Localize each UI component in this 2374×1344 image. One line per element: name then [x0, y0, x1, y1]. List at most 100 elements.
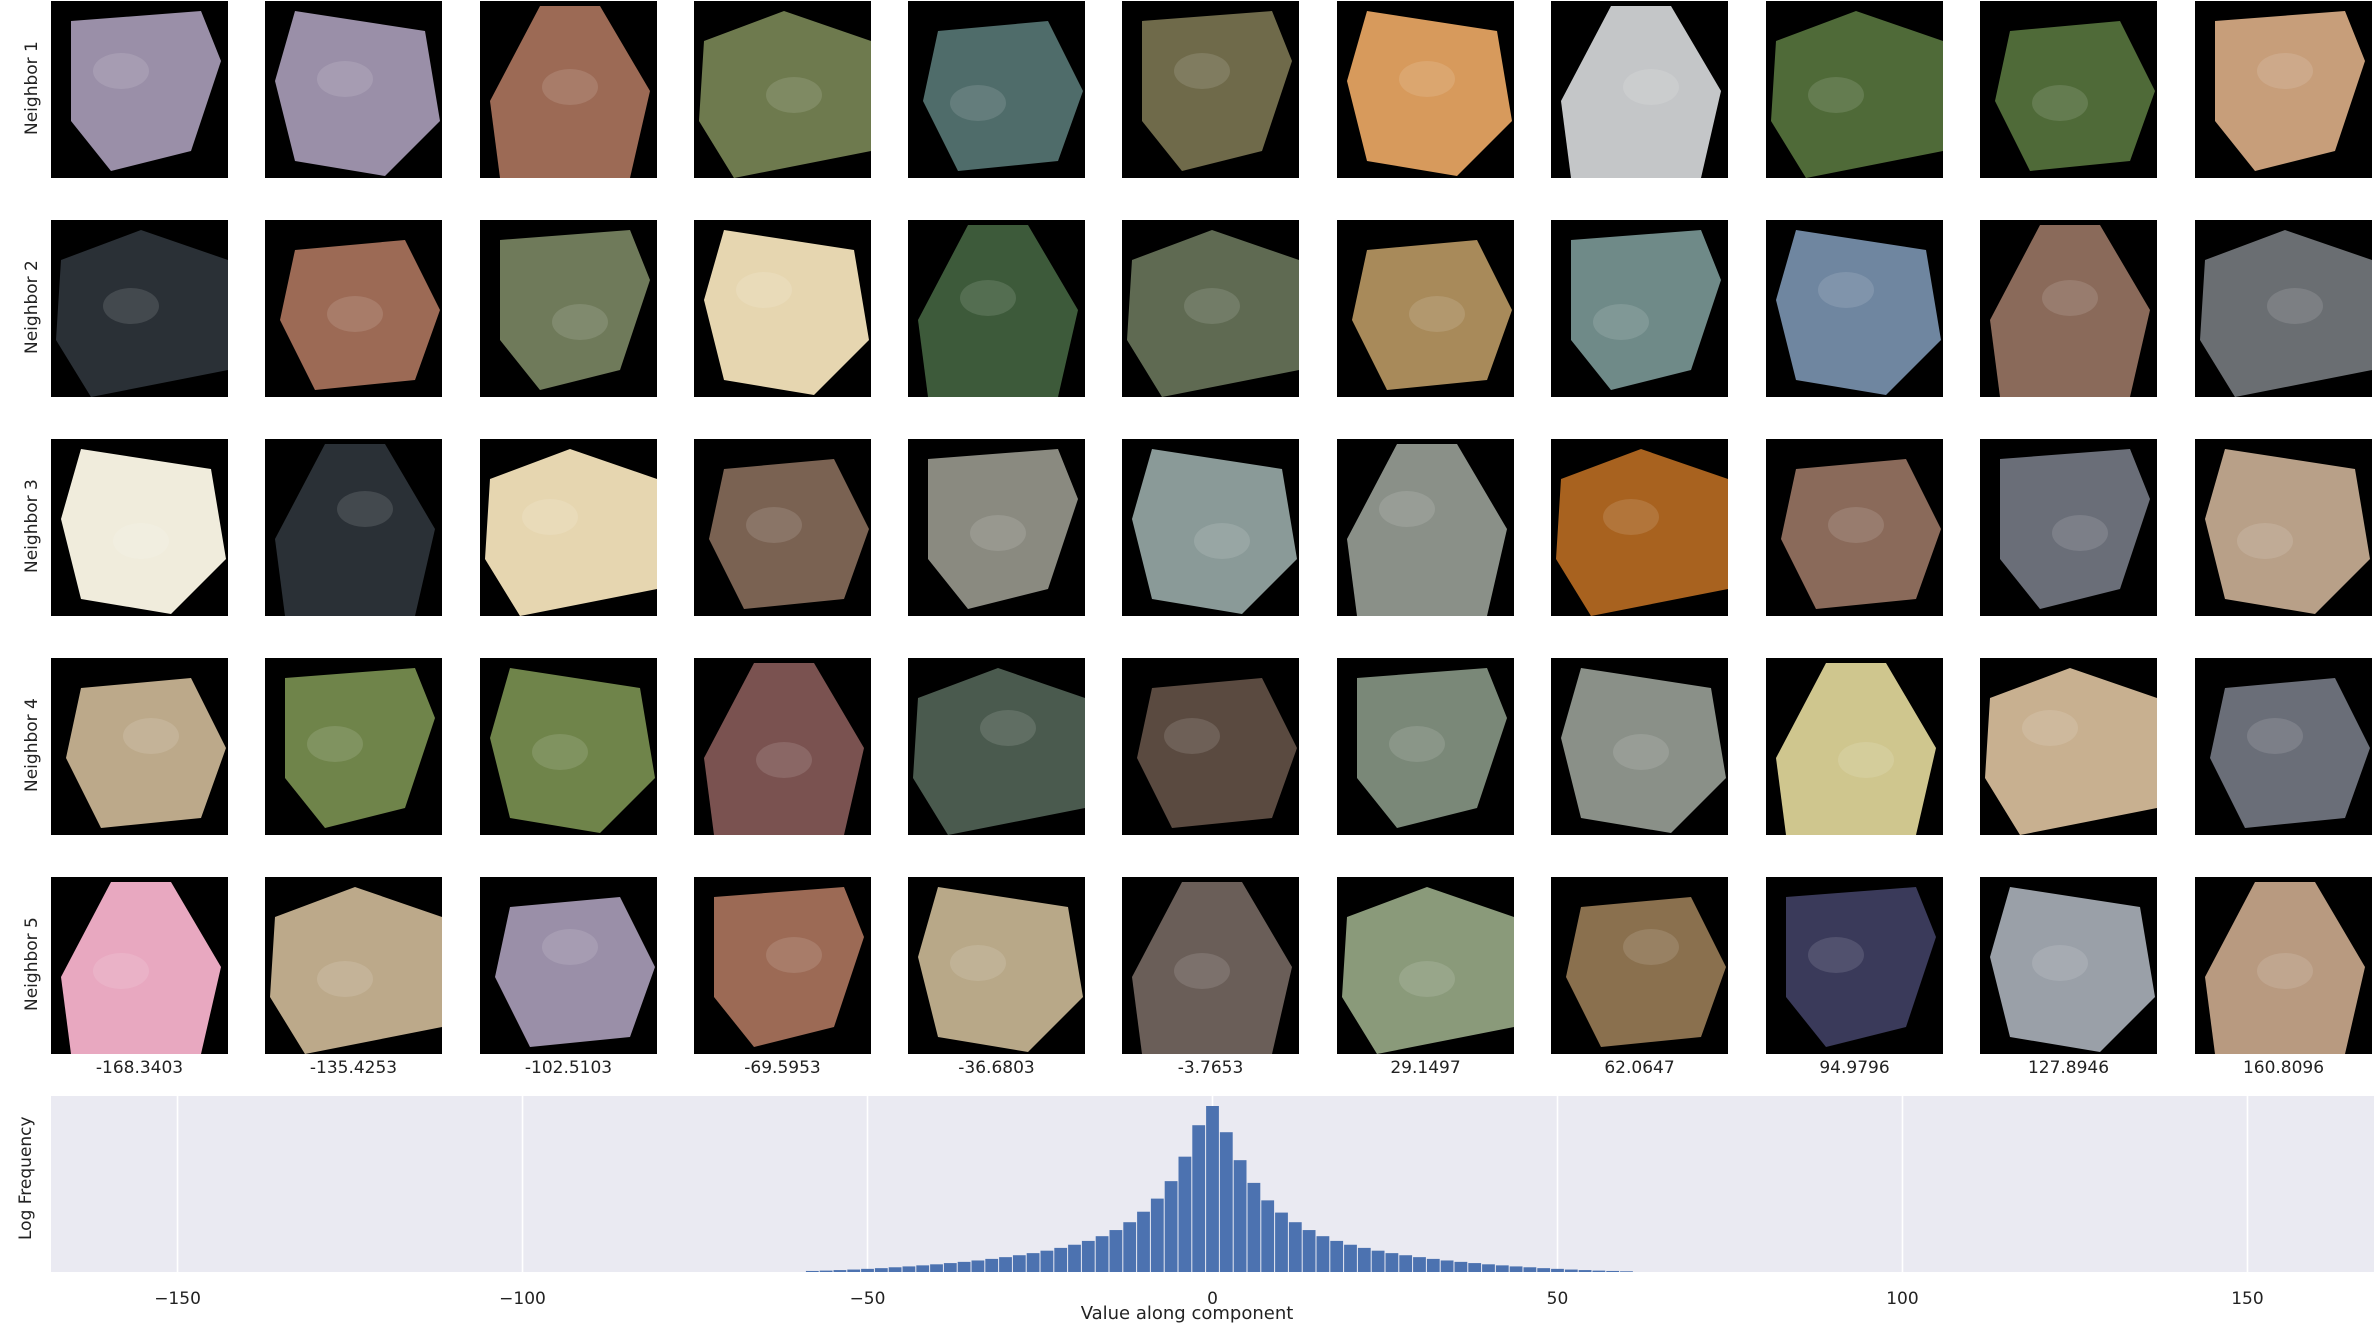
- histogram-bar: [1150, 1198, 1164, 1272]
- neighbor-image: [694, 1, 871, 178]
- histogram-bars: [805, 1106, 1633, 1272]
- neighbor-image: [694, 877, 871, 1054]
- neighbor-image: [265, 1, 442, 178]
- histogram-bar: [1371, 1250, 1385, 1272]
- histogram-bar: [805, 1270, 819, 1272]
- x-tick-label: −150: [154, 1289, 201, 1309]
- neighbor-image: [480, 658, 657, 835]
- histogram-bar: [1426, 1258, 1440, 1272]
- neighbor-image: [1980, 1, 2157, 178]
- neighbor-image: [1766, 439, 1943, 616]
- neighbor-image: [694, 220, 871, 397]
- column-value-label: -3.7653: [1177, 1058, 1244, 1078]
- neighbor-image: [908, 220, 1085, 397]
- column-value-label: 29.1497: [1390, 1058, 1461, 1078]
- column-value-label: -135.4253: [309, 1058, 398, 1078]
- neighbor-image: [1980, 220, 2157, 397]
- x-tick-label: 150: [2231, 1289, 2263, 1309]
- x-axis-label: Value along component: [1080, 1303, 1294, 1324]
- column-value-label: -36.6803: [958, 1058, 1035, 1078]
- histogram-bar: [888, 1267, 902, 1272]
- histogram-bar: [1247, 1182, 1261, 1272]
- histogram-bar: [1357, 1247, 1371, 1272]
- neighbor-image: [2195, 439, 2372, 616]
- histogram-bar: [1620, 1271, 1633, 1272]
- neighbor-image: [51, 439, 228, 616]
- histogram-bar: [1081, 1240, 1095, 1272]
- neighbor-image: [1337, 1, 1514, 178]
- histogram-bar: [1178, 1156, 1192, 1272]
- histogram-bar: [1523, 1267, 1537, 1272]
- neighbor-image: [2195, 1, 2372, 178]
- histogram-bar: [1068, 1244, 1081, 1272]
- histogram-bar: [1095, 1236, 1109, 1272]
- histogram-bar: [1399, 1255, 1413, 1272]
- neighbor-image: [1122, 877, 1299, 1054]
- histogram-bar: [971, 1260, 985, 1272]
- histogram-bar: [819, 1270, 833, 1272]
- neighbor-image: [2195, 877, 2372, 1054]
- neighbor-image: [1551, 439, 1728, 616]
- neighbor-image: [2195, 220, 2372, 397]
- neighbor-image: [1766, 1, 1943, 178]
- histogram-bar: [1564, 1269, 1578, 1272]
- neighbor-image: [51, 220, 228, 397]
- histogram-bar: [1454, 1261, 1468, 1272]
- neighbor-image: [1551, 658, 1728, 835]
- x-tick-label: 50: [1547, 1289, 1569, 1309]
- histogram-bar: [1164, 1181, 1178, 1272]
- neighbor-image: [480, 1, 657, 178]
- neighbor-image: [51, 1, 228, 178]
- neighbor-image: [1551, 1, 1728, 178]
- neighbor-image: [51, 877, 228, 1054]
- histogram: −150 −100 −50 0 50 100 150: [51, 1096, 2374, 1309]
- histogram-bar: [1344, 1244, 1357, 1272]
- y-axis-label: Log Frequency: [16, 1116, 36, 1240]
- histogram-bar: [1026, 1253, 1040, 1272]
- neighbor-image: [908, 1, 1085, 178]
- histogram-bar: [1261, 1200, 1275, 1272]
- neighbor-image: [480, 220, 657, 397]
- histogram-bar: [1495, 1265, 1509, 1272]
- neighbor-image: [1766, 658, 1943, 835]
- neighbor-image: [265, 658, 442, 835]
- column-value-label: -69.5953: [744, 1058, 821, 1078]
- neighbor-image: [265, 220, 442, 397]
- neighbor-image: [1337, 658, 1514, 835]
- neighbor-grid: Neighbor 1 Neighbor 2 Neighbor 3 Neighbor 4…: [22, 1, 2372, 1078]
- row-label: Neighbor 4: [22, 697, 42, 792]
- histogram-bar: [874, 1268, 888, 1272]
- histogram-bar: [1288, 1222, 1302, 1272]
- neighbor-image: [1980, 439, 2157, 616]
- neighbor-image: [694, 439, 871, 616]
- row-label: Neighbor 2: [22, 259, 42, 354]
- column-value-label: -168.3403: [95, 1058, 184, 1078]
- neighbor-image: [1122, 439, 1299, 616]
- neighbor-image: [2195, 658, 2372, 835]
- histogram-bar: [1413, 1257, 1426, 1272]
- neighbor-image: [1337, 877, 1514, 1054]
- histogram-bar: [1468, 1263, 1482, 1272]
- histogram-bar: [1219, 1132, 1233, 1272]
- histogram-bar: [985, 1258, 999, 1272]
- column-value-label: 62.0647: [1604, 1058, 1675, 1078]
- neighbor-image: [1766, 877, 1943, 1054]
- histogram-bar: [833, 1270, 847, 1272]
- neighbor-image: [480, 877, 657, 1054]
- column-value-label: 127.8946: [2027, 1058, 2110, 1078]
- histogram-bar: [1509, 1266, 1523, 1272]
- neighbor-image: [908, 658, 1085, 835]
- histogram-bar: [916, 1265, 930, 1272]
- histogram-bar: [999, 1257, 1012, 1272]
- histogram-bar: [930, 1264, 943, 1272]
- histogram-bar: [1040, 1250, 1054, 1272]
- neighbor-image: [694, 658, 871, 835]
- x-tick-label: −50: [850, 1289, 886, 1309]
- neighbor-image: [1551, 220, 1728, 397]
- neighbor-image: [1337, 220, 1514, 397]
- column-value-label: 160.8096: [2242, 1058, 2325, 1078]
- neighbor-image: [1122, 220, 1299, 397]
- histogram-bar: [1054, 1247, 1068, 1272]
- x-ticks: −150 −100 −50 0 50 100 150: [154, 1289, 2263, 1309]
- histogram-bar: [957, 1261, 971, 1272]
